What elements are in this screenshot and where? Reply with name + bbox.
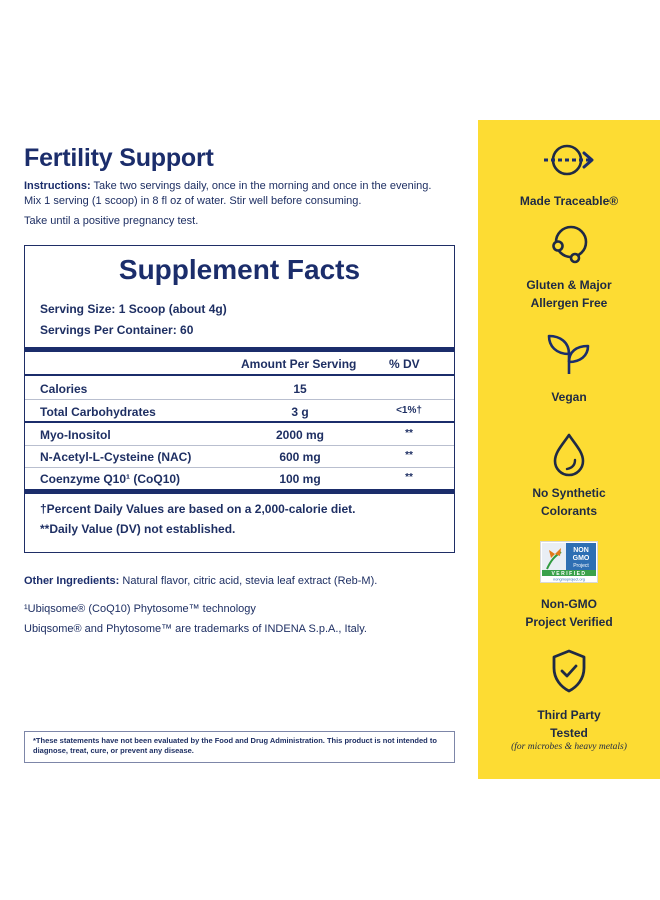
traceable-arrow-icon <box>544 144 594 176</box>
badge-label: Made Traceable® <box>519 194 619 208</box>
svg-text:NON: NON <box>573 547 589 554</box>
row-name: Myo-Inositol <box>40 428 111 442</box>
thick-divider <box>25 489 454 494</box>
badge-label: Third Party Tested <box>537 708 601 740</box>
badge-no-synthetic-colorants: No Synthetic Colorants <box>478 432 660 520</box>
svg-text:GMO: GMO <box>573 555 590 562</box>
instructions-label: Instructions: <box>24 180 91 192</box>
badge-label: No Synthetic Colorants <box>532 486 606 518</box>
badge-label: Gluten & Major Allergen Free <box>526 278 612 310</box>
badge-traceable: Made Traceable® <box>478 140 660 210</box>
instructions-line1: Take two servings daily, once in the mor… <box>90 180 432 192</box>
row-amount: 2000 mg <box>275 428 325 442</box>
row-dv: <1%† <box>396 405 422 416</box>
table-row: Calories 15 <box>25 378 454 400</box>
header-amount: Amount Per Serving <box>241 357 357 371</box>
instructions: Instructions: Take two servings daily, o… <box>24 179 464 209</box>
header-dv: % DV <box>389 357 420 371</box>
badges-panel: Made Traceable® Gluten & Major Allergen … <box>478 120 660 779</box>
footnote-dv: †Percent Daily Values are based on a 2,0… <box>40 502 356 516</box>
table-row: Total Carbohydrates 3 g <1%† <box>25 401 454 423</box>
page-title: Fertility Support <box>24 144 214 172</box>
row-amount: 3 g <box>291 405 309 419</box>
row-amount: 600 mg <box>279 450 321 464</box>
other-ingredients-text: Natural flavor, citric acid, stevia leaf… <box>119 575 378 587</box>
shield-check-icon <box>552 649 586 693</box>
table-row: Coenzyme Q10¹ (CoQ10) 100 mg ** <box>25 468 454 490</box>
badge-third-party-tested: Third Party Tested (for microbes & heavy… <box>478 648 660 752</box>
other-ingredients-label: Other Ingredients: <box>24 575 120 587</box>
badge-non-gmo: NON GMO Project VERIFIED nongmoproject.o… <box>478 541 660 631</box>
row-dv: ** <box>405 472 413 483</box>
trademark-note-1: ¹Ubiqsome® (CoQ10) Phytosome™ technology <box>24 603 256 615</box>
row-dv: ** <box>405 450 413 461</box>
trademark-note-2: Ubiqsome® and Phytosome™ are trademarks … <box>24 623 367 635</box>
row-amount: 15 <box>293 382 307 396</box>
footnote-not-established: **Daily Value (DV) not established. <box>40 522 236 536</box>
row-dv: ** <box>405 428 413 439</box>
svg-text:Project: Project <box>573 563 589 569</box>
thick-divider <box>25 347 454 352</box>
row-name: Calories <box>40 382 88 396</box>
non-gmo-project-logo: NON GMO Project VERIFIED nongmoproject.o… <box>540 541 598 583</box>
row-name: Coenzyme Q10¹ (CoQ10) <box>40 472 181 486</box>
table-row: N-Acetyl-L-Cysteine (NAC) 600 mg ** <box>25 446 454 468</box>
fda-disclaimer: *These statements have not been evaluate… <box>24 731 455 763</box>
take-until-note: Take until a positive pregnancy test. <box>24 215 199 227</box>
other-ingredients: Other Ingredients: Natural flavor, citri… <box>24 575 377 587</box>
allergen-free-icon <box>552 225 588 264</box>
servings-per-container: Servings Per Container: 60 <box>40 323 194 337</box>
svg-text:nongmoproject.org: nongmoproject.org <box>553 578 585 582</box>
row-name: N-Acetyl-L-Cysteine (NAC) <box>40 450 192 464</box>
drop-icon <box>553 433 585 477</box>
supplement-facts-panel: Supplement Facts Serving Size: 1 Scoop (… <box>24 245 455 553</box>
row-name: Total Carbohydrates <box>40 405 156 419</box>
table-row: Myo-Inositol 2000 mg ** <box>25 424 454 446</box>
badge-vegan: Vegan <box>478 332 660 406</box>
svg-text:VERIFIED: VERIFIED <box>551 571 586 577</box>
serving-size: Serving Size: 1 Scoop (about 4g) <box>40 302 227 316</box>
badge-label: Non-GMO Project Verified <box>525 597 613 629</box>
sprout-icon <box>547 334 590 374</box>
badge-allergen-free: Gluten & Major Allergen Free <box>478 222 660 312</box>
badge-label: Vegan <box>551 390 587 404</box>
badge-sublabel: (for microbes & heavy metals) <box>511 742 627 752</box>
supplement-facts-title: Supplement Facts <box>118 254 361 285</box>
table-header: Amount Per Serving % DV <box>25 352 454 376</box>
instructions-line2: Mix 1 serving (1 scoop) in 8 fl oz of wa… <box>24 195 362 207</box>
row-amount: 100 mg <box>279 472 321 486</box>
